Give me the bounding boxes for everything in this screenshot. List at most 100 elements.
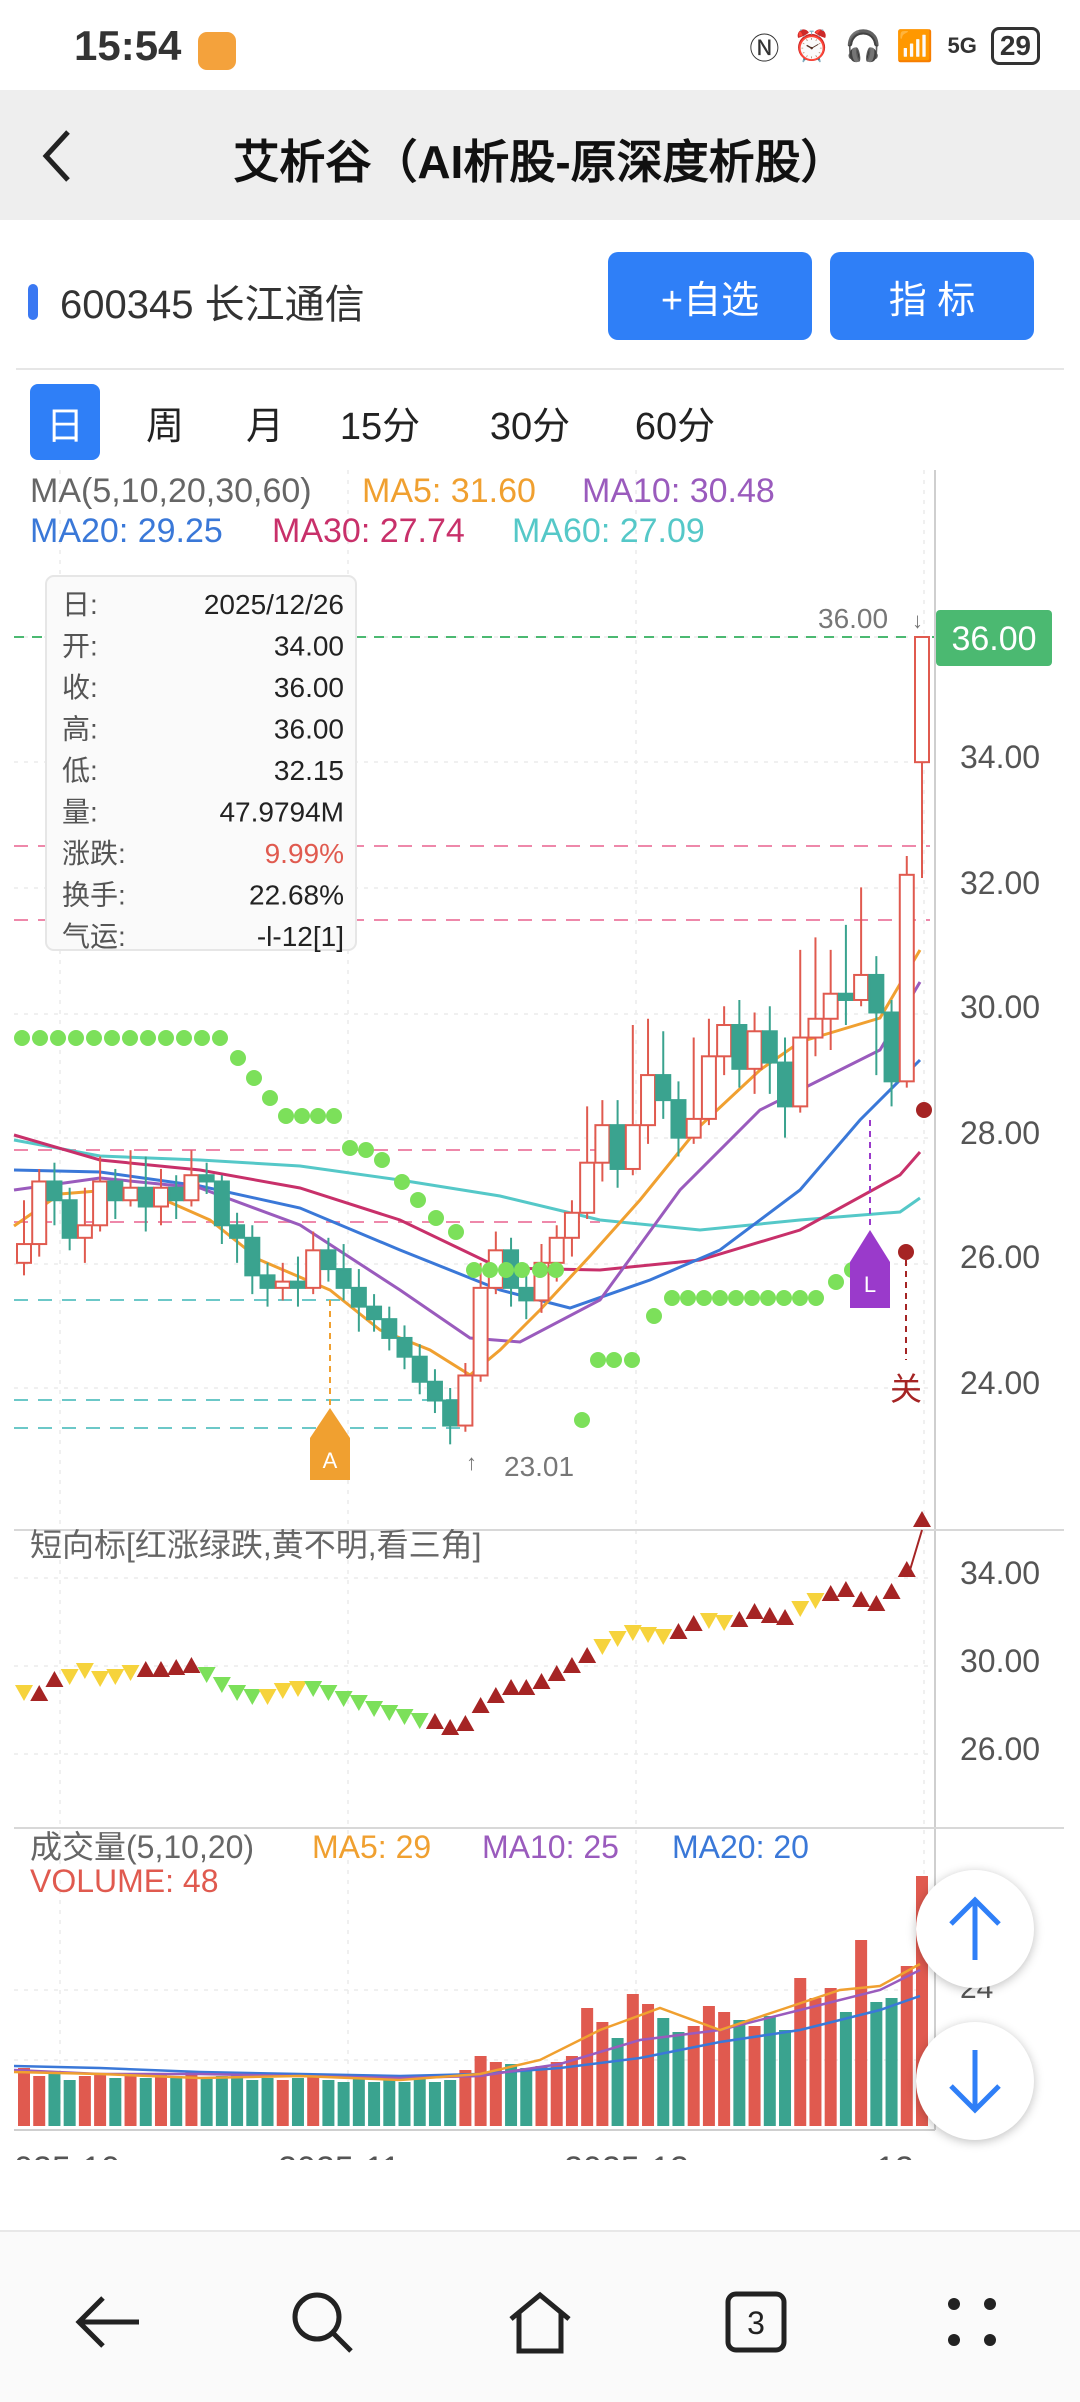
nav-home-button[interactable] <box>500 2282 580 2362</box>
up-triangle <box>562 1657 581 1673</box>
tab-month[interactable]: 月 <box>245 405 284 448</box>
candle <box>244 1225 261 1295</box>
info-value: 34.00 <box>274 631 344 662</box>
volume-bar <box>748 2026 761 2126</box>
nav-search-button[interactable] <box>282 2282 362 2362</box>
sar-dot <box>294 1108 310 1124</box>
down-triangle <box>212 1677 231 1693</box>
candle <box>366 1294 383 1332</box>
arrow-left-icon <box>75 2296 139 2348</box>
candle <box>777 1037 794 1138</box>
candle <box>16 1200 32 1276</box>
more-dots-icon <box>948 2298 996 2346</box>
down-triangle <box>410 1713 429 1729</box>
volume-bar <box>276 2080 289 2126</box>
sar-dot <box>776 1290 792 1306</box>
candle <box>518 1269 535 1320</box>
sar-dot <box>32 1030 48 1046</box>
nav-tabs-button[interactable]: 3 <box>716 2282 796 2362</box>
up-triangle <box>913 1511 931 1527</box>
chart-area[interactable]: MA(5,10,20,30,60) MA5: 31.60 MA10: 30.48… <box>0 470 1080 2160</box>
tick-30: 30.00 <box>960 989 1040 1025</box>
x-axis-labels: 025-10 2025-11 2025-12 12- <box>14 2150 925 2160</box>
sar-dot <box>664 1290 680 1306</box>
up-triangle <box>852 1591 871 1607</box>
volume-bar <box>702 2006 715 2126</box>
up-triangle <box>182 1657 201 1673</box>
info-key: 收: <box>62 672 98 703</box>
candle <box>685 1037 702 1144</box>
candle <box>868 956 885 1076</box>
info-key: 换手: <box>62 880 126 911</box>
volume-bar <box>48 2072 61 2126</box>
sar-dot <box>246 1070 262 1086</box>
add-watchlist-button[interactable]: +自选 <box>608 252 812 340</box>
marker-a-label: A <box>323 1448 338 1473</box>
candle <box>381 1306 398 1351</box>
network-label: 5G <box>947 33 977 58</box>
kline-chart[interactable]: MA(5,10,20,30,60) MA5: 31.60 MA10: 30.48… <box>0 470 1080 2160</box>
down-triangle <box>319 1685 338 1701</box>
candle <box>807 937 824 1057</box>
down-triangle <box>349 1695 368 1711</box>
volume-bar <box>505 2064 518 2126</box>
volume-bar <box>231 2074 244 2126</box>
volume-bar <box>794 1978 807 2126</box>
volume-bar <box>154 2074 167 2126</box>
info-key: 低: <box>62 755 98 786</box>
tab-60min[interactable]: 60分 <box>634 405 716 448</box>
tick-32: 32.00 <box>960 865 1040 901</box>
down-triangle <box>654 1629 673 1645</box>
info-value: 9.99% <box>265 838 344 869</box>
tab-week[interactable]: 周 <box>145 405 184 448</box>
candle <box>883 999 900 1107</box>
ma10-legend: MA10: 30.48 <box>582 472 775 510</box>
sar-dot <box>104 1030 120 1046</box>
indicator-button[interactable]: 指 标 <box>830 252 1034 340</box>
up-triangle <box>30 1685 49 1701</box>
back-button[interactable] <box>36 124 80 188</box>
down-triangle <box>228 1685 247 1701</box>
up-triangle <box>151 1661 170 1677</box>
sar-dot <box>14 1030 30 1046</box>
high-label: 36.00 <box>818 603 888 634</box>
short-axis: 34.00 30.00 26.00 <box>960 1555 1040 1767</box>
candle <box>305 1231 322 1295</box>
down-triangle <box>75 1663 94 1679</box>
x-label-last: 12- <box>876 2150 925 2160</box>
volume-bar <box>535 2066 548 2126</box>
up-triangle <box>441 1719 460 1735</box>
x-label-dec: 2025-12 <box>564 2150 689 2160</box>
volume-bar <box>185 2072 198 2126</box>
volume-bar <box>870 2002 883 2126</box>
tab-30min[interactable]: 30分 <box>489 405 571 448</box>
scroll-down-button[interactable] <box>916 2022 1034 2140</box>
candle <box>198 1162 215 1194</box>
ma10-line <box>13 981 922 1344</box>
candle <box>457 1362 474 1432</box>
tab-15min[interactable]: 15分 <box>339 405 421 448</box>
candle <box>746 1012 763 1094</box>
arrow-down-icon <box>949 2050 1001 2114</box>
volume-title: 成交量(5,10,20) <box>30 1829 254 1865</box>
volume-bar <box>474 2056 487 2126</box>
down-triangle <box>273 1683 292 1699</box>
stock-header: 600345 长江通信 +自选 指 标 <box>0 222 1080 372</box>
sar-dot <box>122 1030 138 1046</box>
battery-level: 29 <box>990 27 1040 65</box>
nav-back-button[interactable] <box>68 2282 148 2362</box>
x-label-oct: 025-10 <box>14 2150 120 2160</box>
candle <box>837 924 854 1026</box>
candle <box>761 1006 778 1094</box>
tab-day[interactable]: 日 <box>30 384 100 460</box>
high-arrow: ↓ <box>912 608 923 633</box>
sar-dot <box>212 1030 228 1046</box>
candle <box>289 1256 306 1307</box>
marker-guan: 关 <box>890 1102 932 1407</box>
scroll-up-button[interactable] <box>916 1870 1034 1988</box>
nav-menu-button[interactable] <box>932 2282 1012 2362</box>
up-triangle <box>532 1673 551 1689</box>
volume-bar <box>687 2026 700 2126</box>
volume-bar <box>642 2004 655 2126</box>
marker-a: A <box>310 1300 350 1480</box>
